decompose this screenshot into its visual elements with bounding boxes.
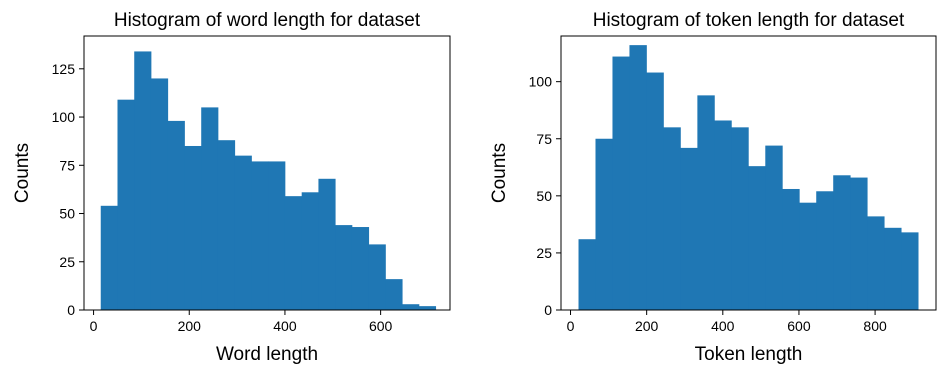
plot-frame [83, 35, 451, 311]
x-axis-label: Word length [216, 344, 318, 365]
histogram-bar [167, 120, 185, 311]
histogram-bar [901, 232, 919, 310]
x-tick-label: 0 [90, 318, 98, 334]
x-tick-label: 400 [273, 318, 297, 334]
y-tick-label: 125 [52, 61, 76, 77]
x-axis-label: Token length [695, 344, 803, 365]
y-tick-label: 75 [59, 157, 75, 173]
histogram-bar [117, 99, 135, 310]
chart-title: Histogram of word length for dataset [114, 10, 421, 31]
histogram-bar [335, 225, 353, 310]
x-tick-label: 600 [369, 318, 393, 334]
x-tick-label: 200 [178, 318, 202, 334]
histogram-bar [100, 205, 118, 310]
histogram-bar [217, 140, 236, 310]
chart-token-length: 0 200 400 600 800 0 25 50 75 100 Histogram of toke… [489, 10, 937, 365]
x-tick-label: 400 [711, 318, 735, 334]
histogram-bar [318, 178, 336, 310]
histogram-bar [595, 138, 613, 310]
y-axis-label: Counts [489, 143, 510, 203]
histogram-bar [833, 175, 851, 310]
histogram-bar [268, 161, 286, 310]
histogram-bar [646, 72, 664, 311]
histogram-bar [663, 127, 681, 310]
y-tick-label: 0 [544, 302, 552, 318]
histogram-bar [134, 51, 152, 311]
histogram-bar [385, 279, 403, 310]
histogram-bar [782, 188, 800, 310]
histogram-bar [301, 192, 319, 310]
histogram-bar [368, 244, 386, 310]
x-tick-label: 200 [635, 318, 659, 334]
histogram-bar [402, 304, 420, 310]
y-tick-label: 50 [59, 206, 75, 222]
histogram-bar [748, 166, 766, 310]
histogram-bar [867, 216, 885, 310]
y-tick-label: 50 [536, 188, 552, 204]
histogram-bar [884, 227, 902, 310]
histogram-bar [284, 196, 303, 310]
histogram-bar [799, 202, 817, 310]
histogram-bar [612, 56, 630, 310]
y-tick-label: 100 [529, 74, 553, 90]
chart-word-length: 0 200 400 600 0 25 50 75 100 125 Histogram of word… [12, 10, 451, 365]
histogram-bar [629, 45, 647, 311]
histogram-bar [578, 239, 596, 310]
histogram-bar [251, 161, 269, 310]
y-tick-label: 25 [59, 254, 75, 270]
chart-title: Histogram of token length for dataset [593, 10, 905, 31]
histogram-bar [816, 191, 834, 310]
histogram-bar [201, 107, 219, 310]
histogram-bar [234, 155, 252, 310]
y-tick-label: 25 [536, 245, 552, 261]
histogram-bar [680, 147, 698, 310]
histogram-bar [765, 145, 783, 310]
histogram-bar [714, 120, 732, 310]
histogram-bar [184, 145, 202, 310]
y-tick-label: 100 [52, 109, 76, 125]
histogram-bar [850, 177, 868, 310]
histogram-bar [697, 95, 715, 310]
y-tick-label: 75 [536, 131, 552, 147]
plot-frame [560, 35, 937, 311]
histogram-bar [731, 127, 749, 310]
histogram-bar [351, 227, 370, 310]
y-tick-label: 0 [67, 302, 75, 318]
x-tick-label: 600 [787, 318, 811, 334]
y-axis-label: Counts [12, 143, 33, 203]
x-tick-label: 800 [863, 318, 887, 334]
histogram-bar [150, 78, 169, 310]
x-tick-label: 0 [567, 318, 575, 334]
histogram-bar [418, 306, 437, 310]
